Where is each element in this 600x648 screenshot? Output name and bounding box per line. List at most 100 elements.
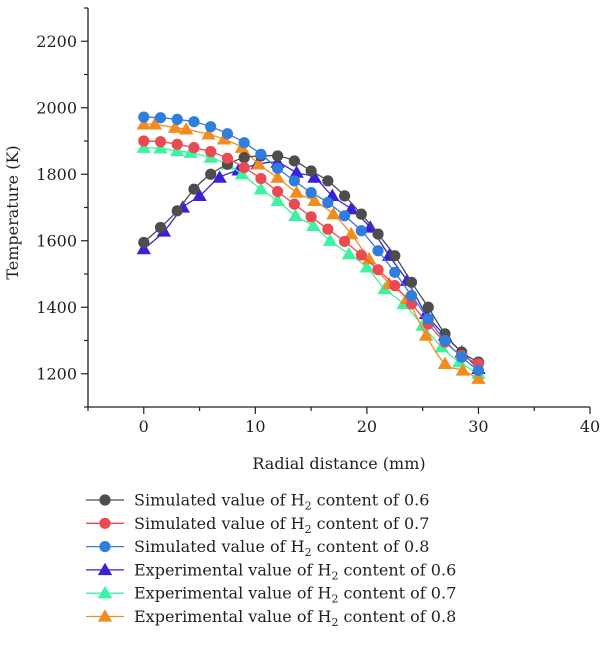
data-point bbox=[136, 241, 151, 255]
legend-entry: Simulated value of H2 content of 0.8 bbox=[86, 537, 429, 559]
legend-label-suffix: content of 0.6 bbox=[312, 491, 430, 510]
data-point bbox=[422, 301, 434, 313]
data-point bbox=[439, 334, 451, 347]
data-point bbox=[405, 298, 418, 310]
legend-label: Experimental value of H2 content of 0.7 bbox=[134, 584, 456, 606]
data-point bbox=[359, 260, 375, 273]
legend-label-subscript: 2 bbox=[305, 546, 312, 559]
data-point bbox=[255, 172, 267, 185]
data-point bbox=[288, 175, 300, 187]
data-point bbox=[472, 364, 485, 377]
x-tick-label: 30 bbox=[468, 417, 488, 436]
y-tick-label: 1800 bbox=[36, 165, 77, 184]
data-point bbox=[154, 136, 167, 148]
data-point bbox=[221, 152, 234, 164]
data-point bbox=[389, 250, 401, 262]
legend-entry: Simulated value of H2 content of 0.7 bbox=[86, 514, 429, 536]
data-point bbox=[171, 205, 183, 217]
data-point bbox=[322, 175, 334, 187]
data-point bbox=[322, 196, 334, 209]
data-point bbox=[188, 116, 200, 128]
legend-label-prefix: Experimental value of H bbox=[134, 607, 331, 626]
data-point bbox=[389, 266, 401, 278]
legend-label-suffix: content of 0.8 bbox=[312, 537, 430, 556]
data-point bbox=[234, 167, 250, 180]
y-tick-label: 1600 bbox=[36, 231, 77, 250]
legend-marker bbox=[97, 562, 113, 576]
data-point bbox=[355, 208, 367, 220]
legend-label-subscript: 2 bbox=[305, 523, 312, 536]
data-point bbox=[307, 170, 322, 183]
legend-label: Experimental value of H2 content of 0.8 bbox=[134, 607, 456, 629]
data-point bbox=[154, 221, 167, 234]
data-point bbox=[272, 185, 284, 198]
data-point bbox=[437, 356, 453, 369]
data-point bbox=[326, 206, 341, 220]
legend-label-subscript: 2 bbox=[331, 569, 338, 582]
legend-entry: Experimental value of H2 content of 0.8 bbox=[86, 607, 456, 629]
y-tick-label: 1200 bbox=[36, 364, 77, 383]
data-point bbox=[456, 351, 468, 363]
series-layer bbox=[136, 111, 486, 384]
data-point bbox=[188, 183, 200, 195]
data-point bbox=[355, 249, 367, 261]
data-point bbox=[288, 208, 303, 221]
legend-marker bbox=[99, 517, 111, 529]
data-point bbox=[322, 223, 334, 235]
data-point bbox=[289, 185, 304, 198]
x-tick-label: 40 bbox=[580, 417, 600, 436]
data-point bbox=[201, 127, 216, 140]
data-point bbox=[405, 290, 418, 302]
series-6 bbox=[136, 117, 486, 384]
legend-label-suffix: content of 0.7 bbox=[338, 584, 456, 603]
data-point bbox=[238, 137, 250, 149]
data-point bbox=[471, 371, 486, 384]
x-tick-label: 20 bbox=[357, 417, 377, 436]
data-point bbox=[270, 193, 285, 207]
data-point bbox=[205, 121, 217, 133]
data-point bbox=[355, 225, 367, 237]
data-point bbox=[154, 112, 167, 124]
data-point bbox=[289, 165, 304, 178]
legend-marker bbox=[97, 609, 113, 622]
data-point bbox=[167, 120, 183, 133]
data-point bbox=[147, 117, 163, 130]
data-point bbox=[422, 313, 434, 325]
legend-label-prefix: Simulated value of H bbox=[134, 514, 305, 533]
legend-label-subscript: 2 bbox=[331, 593, 338, 606]
legend-entry: Experimental value of H2 content of 0.7 bbox=[86, 584, 456, 606]
data-point bbox=[138, 236, 150, 249]
data-point bbox=[307, 193, 322, 207]
data-point bbox=[288, 198, 300, 210]
legend-label-suffix: content of 0.8 bbox=[338, 607, 456, 626]
data-point bbox=[372, 264, 384, 276]
data-point bbox=[205, 146, 217, 158]
data-point bbox=[306, 218, 321, 231]
data-point bbox=[153, 141, 168, 154]
legend-label-subscript: 2 bbox=[331, 616, 338, 629]
series-1 bbox=[138, 150, 485, 368]
data-point bbox=[178, 122, 194, 135]
legend-label-suffix: content of 0.7 bbox=[312, 514, 430, 533]
data-point bbox=[455, 363, 471, 376]
data-point bbox=[136, 117, 151, 130]
data-point bbox=[212, 170, 227, 183]
x-tick-label: 0 bbox=[139, 417, 149, 436]
legend-label-suffix: content of 0.6 bbox=[338, 560, 456, 579]
legend-marker bbox=[99, 541, 111, 553]
data-point bbox=[205, 168, 217, 180]
data-point bbox=[288, 155, 300, 167]
data-point bbox=[322, 233, 338, 246]
legend-label-prefix: Simulated value of H bbox=[134, 491, 305, 510]
data-point bbox=[372, 228, 384, 240]
data-point bbox=[192, 188, 207, 202]
data-point bbox=[188, 142, 200, 154]
data-point bbox=[171, 113, 183, 125]
y-tick-label: 2000 bbox=[36, 98, 77, 117]
data-point bbox=[344, 226, 359, 240]
legend-label-subscript: 2 bbox=[305, 500, 312, 513]
legend-marker bbox=[99, 494, 111, 506]
x-tick-label: 10 bbox=[245, 417, 265, 436]
data-point bbox=[305, 165, 317, 177]
data-point bbox=[372, 245, 384, 257]
